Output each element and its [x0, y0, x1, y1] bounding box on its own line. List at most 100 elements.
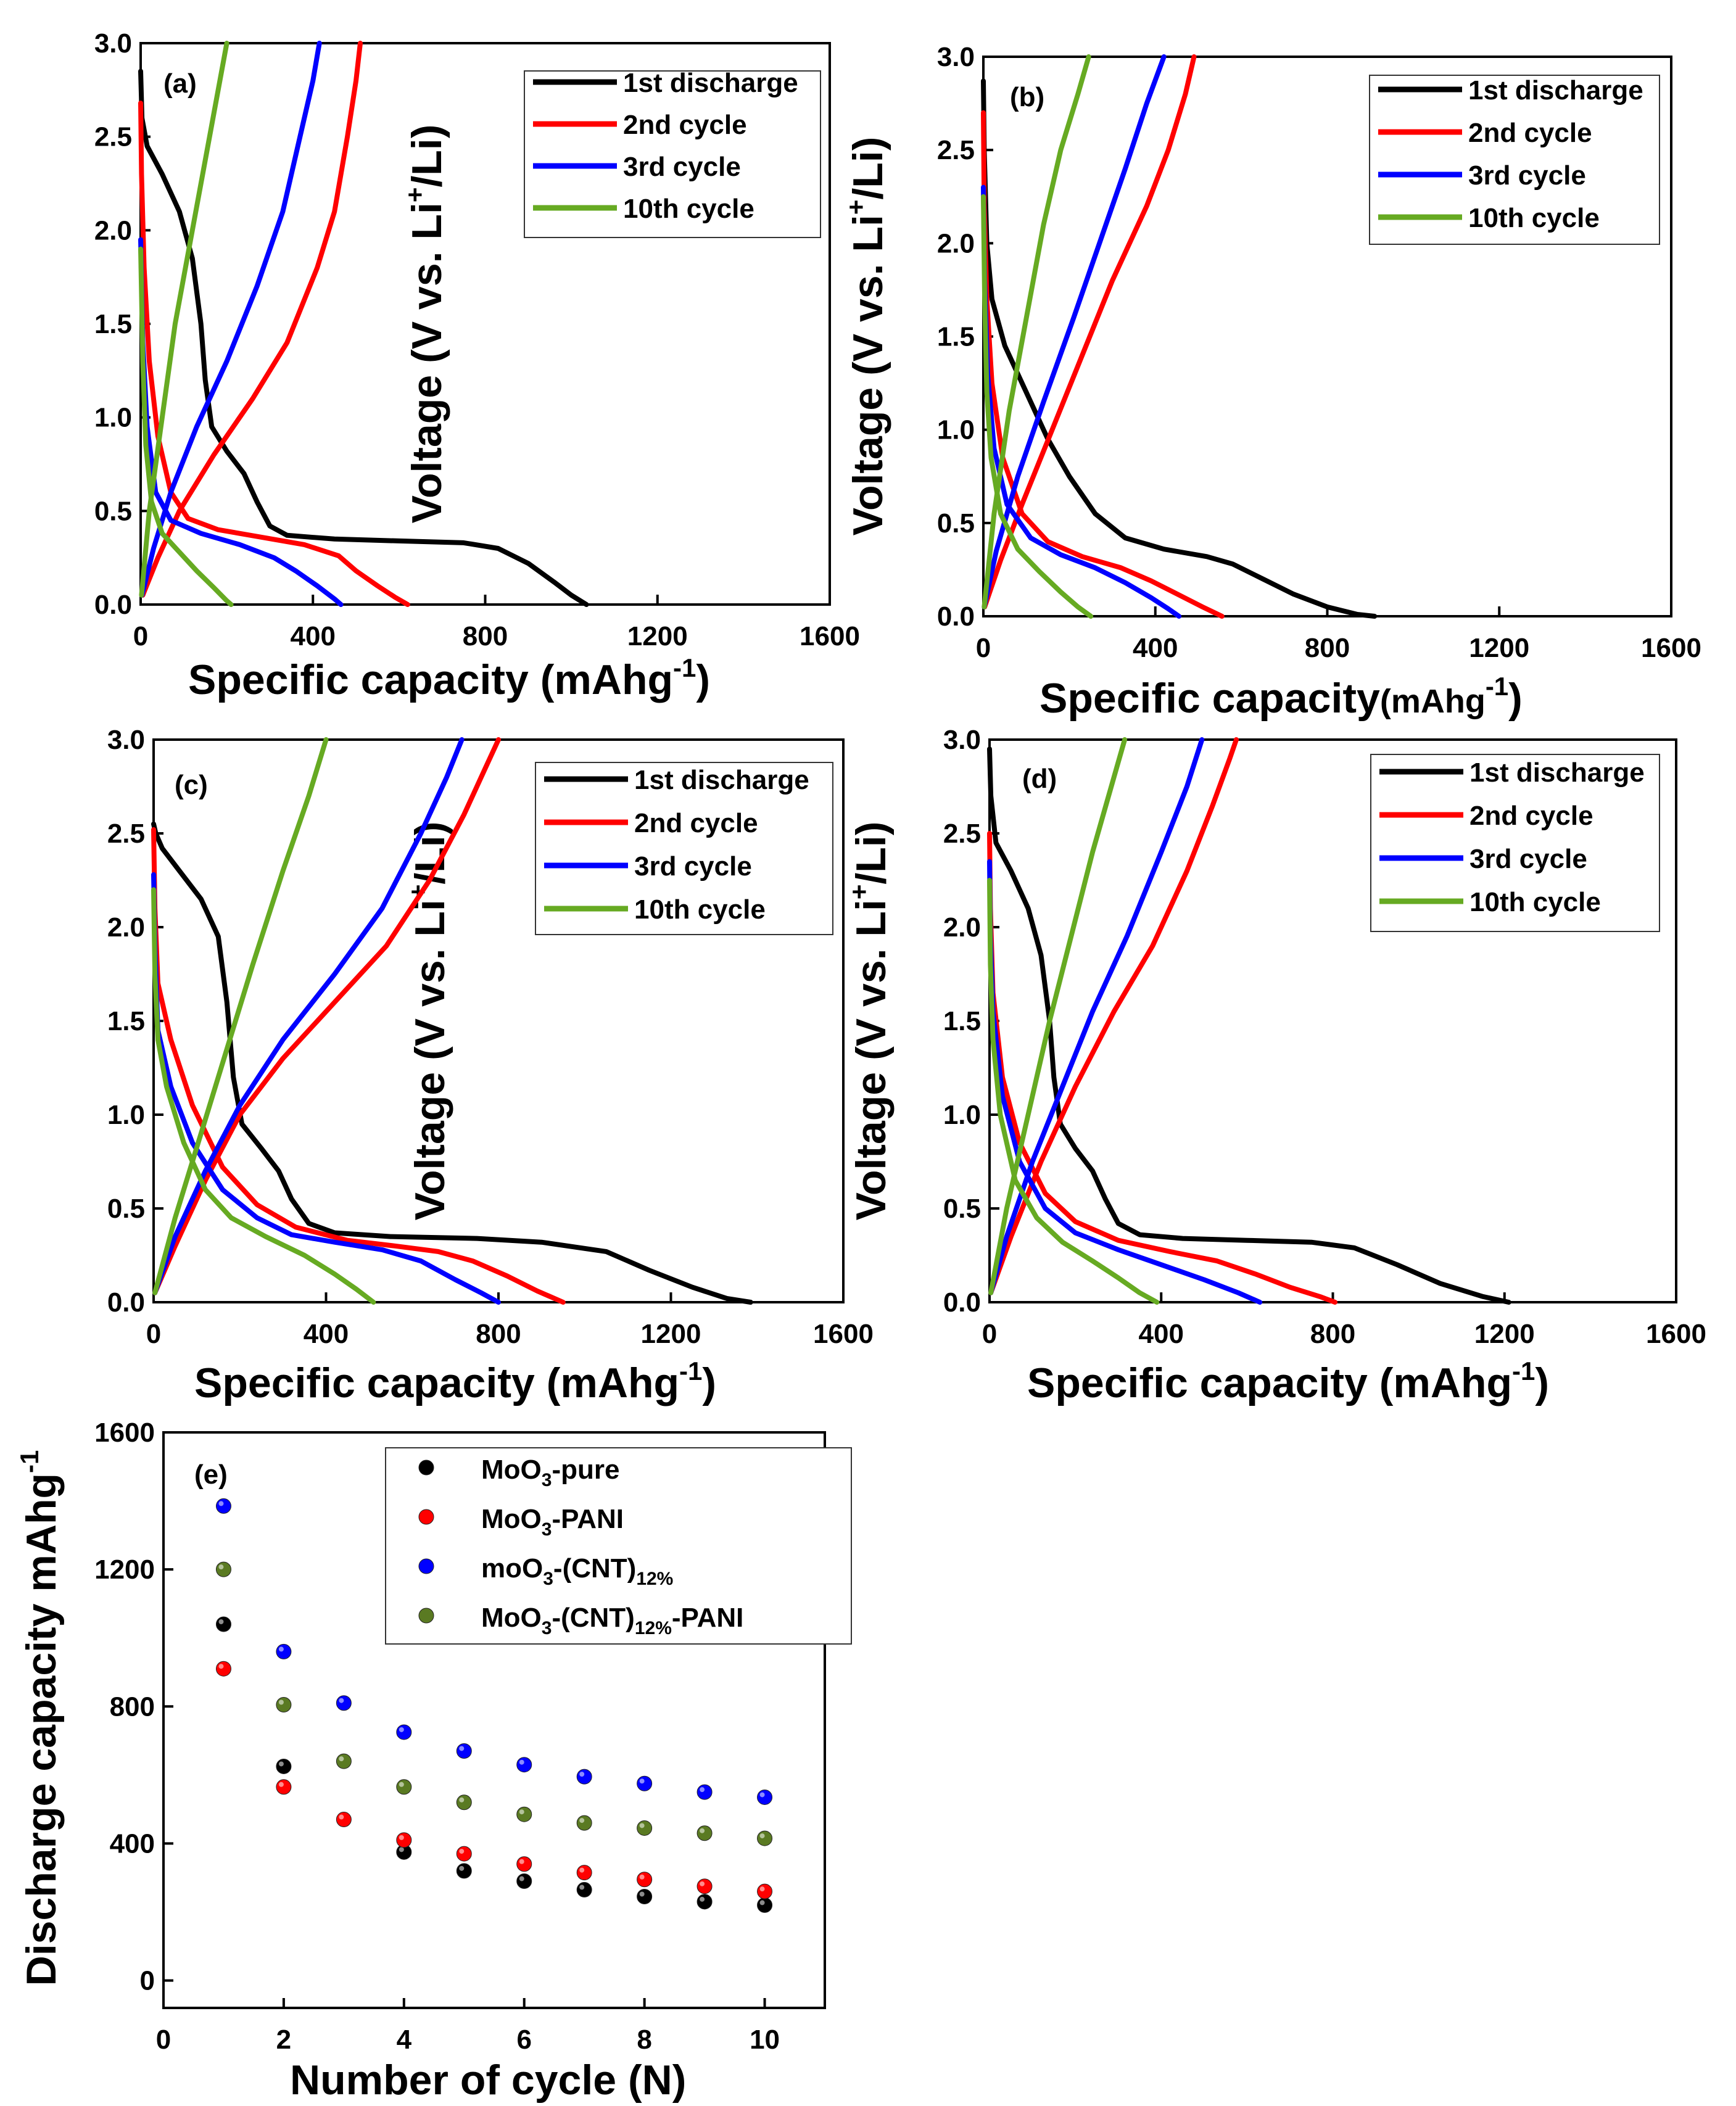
x-tick-label: 400 — [1139, 1319, 1184, 1349]
legend-entry: 3rd cycle — [1469, 844, 1587, 874]
data-point — [276, 1758, 292, 1774]
data-point-highlight — [519, 1759, 524, 1765]
data-point-highlight — [278, 1646, 284, 1652]
data-point — [456, 1794, 472, 1811]
legend-marker — [418, 1460, 434, 1476]
y-tick-label: 2.0 — [937, 228, 975, 258]
series-line — [152, 737, 465, 1295]
legend-entry: MoO3-PANI — [481, 1504, 624, 1540]
data-point — [516, 1757, 532, 1773]
legend-entry: 10th cycle — [634, 894, 766, 925]
data-point — [276, 1779, 292, 1795]
legend-entry: 3rd cycle — [623, 152, 741, 182]
y-tick-label: 0.0 — [94, 590, 132, 620]
data-point-highlight — [700, 1787, 705, 1793]
chart-panel-0: 0 400 800 1200 1600 0.0 0.5 1.0 1.5 2.0 2.5 3.0 Spec… — [94, 28, 860, 703]
x-axis-label: Specific capacity (mAhg-1) — [1027, 1357, 1549, 1406]
y-tick-label: 0.5 — [943, 1194, 981, 1224]
data-point — [516, 1806, 532, 1822]
data-point — [757, 1897, 773, 1913]
y-tick-label: 1.0 — [107, 1100, 145, 1130]
data-point — [696, 1825, 713, 1841]
data-point — [396, 1832, 412, 1848]
y-axis-label: Voltage (V vs. Li+/Li) — [403, 822, 453, 1221]
data-point — [696, 1894, 713, 1910]
y-axis-label: Voltage (V vs. Li+/Li) — [845, 822, 895, 1221]
data-point-highlight — [639, 1778, 645, 1784]
data-point — [456, 1863, 472, 1879]
y-tick-label: 2.5 — [943, 819, 981, 849]
x-tick-label: 400 — [304, 1319, 349, 1349]
legend-entry: 10th cycle — [623, 194, 754, 224]
data-point-highlight — [218, 1619, 224, 1624]
data-point-highlight — [278, 1699, 284, 1705]
y-tick-label: 0.5 — [937, 508, 975, 539]
data-point-highlight — [459, 1849, 465, 1854]
legend-marker — [418, 1558, 434, 1574]
x-tick-label: 0 — [982, 1319, 997, 1349]
data-point — [456, 1846, 472, 1862]
data-point — [336, 1695, 352, 1711]
y-tick-label: 1.0 — [943, 1100, 981, 1130]
y-tick-label: 1.5 — [943, 1006, 981, 1036]
y-tick-label: 0.5 — [94, 496, 132, 526]
data-point-highlight — [218, 1564, 224, 1570]
data-point-highlight — [459, 1746, 465, 1751]
data-point-highlight — [519, 1876, 524, 1881]
y-axis-label: Voltage (V vs. Li+/Li) — [400, 125, 450, 524]
series-line — [138, 246, 234, 607]
legend-entry: 1st discharge — [1469, 758, 1645, 788]
y-tick-label: 1200 — [94, 1555, 155, 1585]
data-point — [336, 1753, 352, 1769]
panel-label: (c) — [175, 770, 208, 800]
series-line — [151, 827, 566, 1305]
series-line — [151, 821, 753, 1305]
data-point — [215, 1498, 231, 1514]
y-tick-label: 3.0 — [943, 725, 981, 755]
series-line — [982, 54, 1091, 609]
legend-entry: 3rd cycle — [634, 851, 752, 882]
legend-entry: 2nd cycle — [634, 808, 758, 838]
y-tick-label: 2.0 — [943, 912, 981, 943]
data-point — [576, 1769, 592, 1785]
y-tick-label: 2.5 — [937, 135, 975, 165]
data-point-highlight — [579, 1818, 585, 1823]
x-tick-label: 800 — [476, 1319, 521, 1349]
series-line — [152, 737, 329, 1295]
data-point-highlight — [399, 1727, 404, 1732]
legend-entry: 2nd cycle — [623, 110, 747, 140]
data-point — [757, 1789, 773, 1805]
series-line — [988, 737, 1128, 1295]
data-point-highlight — [759, 1792, 765, 1798]
legend-entry: moO3-(CNT)12% — [481, 1553, 673, 1589]
data-point-highlight — [759, 1900, 765, 1906]
chart-panel-4: 0 2 4 6 8 10 0 400 800 1200 1600 Number of cycle (N… — [15, 1418, 852, 2104]
y-tick-label: 2.5 — [94, 122, 132, 152]
y-tick-label: 1.5 — [937, 322, 975, 352]
data-point-highlight — [278, 1761, 284, 1767]
y-tick-label: 1.5 — [107, 1006, 145, 1036]
y-tick-label: 3.0 — [937, 42, 975, 72]
y-tick-label: 3.0 — [107, 725, 145, 755]
data-point-highlight — [339, 1698, 344, 1703]
series-line — [151, 887, 376, 1305]
y-tick-label: 0.0 — [937, 601, 975, 632]
y-tick-label: 2.0 — [94, 215, 132, 246]
legend-entry: 2nd cycle — [1468, 118, 1592, 148]
y-tick-label: 2.0 — [107, 912, 145, 943]
x-axis-label: Specific capacity (mAhg-1) — [188, 653, 710, 703]
x-tick-label: 800 — [463, 621, 508, 651]
data-point — [396, 1724, 412, 1740]
series-line — [138, 101, 410, 607]
data-point-highlight — [700, 1896, 705, 1902]
data-point — [696, 1784, 713, 1800]
x-tick-label: 0 — [146, 1319, 161, 1349]
data-point — [696, 1878, 713, 1894]
y-tick-label: 3.0 — [94, 28, 132, 59]
legend-entry: 3rd cycle — [1468, 160, 1586, 191]
x-tick-label: 8 — [637, 2025, 651, 2055]
data-point — [396, 1779, 412, 1795]
data-point-highlight — [399, 1782, 404, 1787]
data-point-highlight — [278, 1782, 284, 1787]
series-line — [152, 737, 501, 1295]
